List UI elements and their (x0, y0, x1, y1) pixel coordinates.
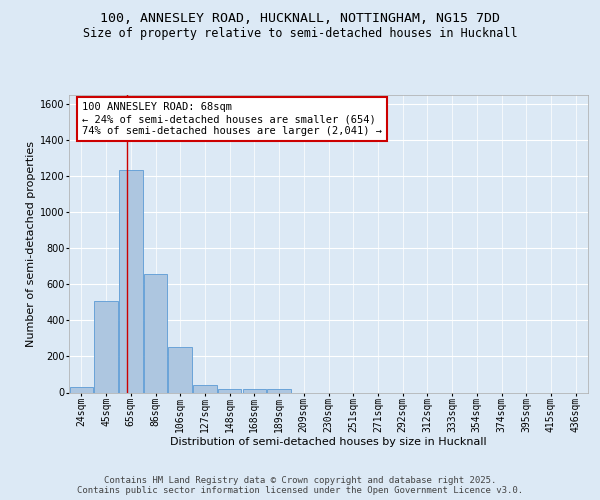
Bar (242, 390, 266, 392)
X-axis label: Distribution of semi-detached houses by size in Hucknall: Distribution of semi-detached houses by … (170, 438, 487, 448)
Text: 100 ANNESLEY ROAD: 68sqm
← 24% of semi-detached houses are smaller (654)
74% of : 100 ANNESLEY ROAD: 68sqm ← 24% of semi-d… (82, 102, 382, 136)
Bar (144, 274, 167, 392)
Bar (169, 346, 192, 393)
Bar (268, 390, 291, 392)
Y-axis label: Number of semi-detached properties: Number of semi-detached properties (26, 141, 36, 347)
Text: Size of property relative to semi-detached houses in Hucknall: Size of property relative to semi-detach… (83, 28, 517, 40)
Bar (119, 170, 143, 392)
Bar (193, 386, 217, 392)
Bar (70, 387, 93, 392)
Bar (94, 300, 118, 392)
Text: 100, ANNESLEY ROAD, HUCKNALL, NOTTINGHAM, NG15 7DD: 100, ANNESLEY ROAD, HUCKNALL, NOTTINGHAM… (100, 12, 500, 26)
Bar (218, 389, 241, 392)
Text: Contains HM Land Registry data © Crown copyright and database right 2025.
Contai: Contains HM Land Registry data © Crown c… (77, 476, 523, 495)
